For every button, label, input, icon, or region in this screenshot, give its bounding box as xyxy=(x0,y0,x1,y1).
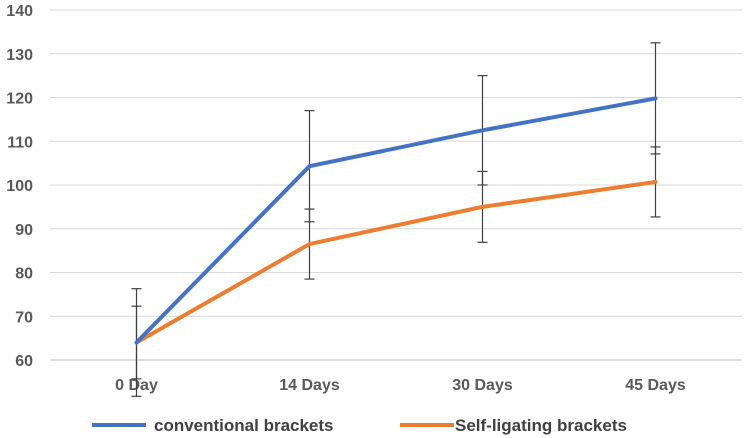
series-line-conventional xyxy=(134,96,658,345)
legend: conventional brackets Self-ligating brack… xyxy=(92,416,627,435)
legend-item: conventional brackets xyxy=(92,416,334,435)
legend-label: Self-ligating brackets xyxy=(455,416,627,435)
x-tick-label: 14 Days xyxy=(279,377,340,394)
y-tick-label: 80 xyxy=(15,266,33,283)
legend-label: conventional brackets xyxy=(154,416,334,435)
y-axis-tick-labels: 60 70 80 90 100 110 120 130 140 xyxy=(6,3,33,370)
y-tick-label: 60 xyxy=(15,353,33,370)
y-tick-label: 120 xyxy=(6,91,33,108)
y-tick-label: 110 xyxy=(7,134,33,151)
y-tick-label: 90 xyxy=(15,222,33,239)
y-tick-label: 140 xyxy=(6,3,33,20)
gridlines xyxy=(50,9,742,361)
series-line-self-ligating xyxy=(134,179,658,345)
y-tick-label: 130 xyxy=(6,47,33,64)
legend-item: Self-ligating brackets xyxy=(400,416,627,435)
x-axis-tick-labels: 0 Day 14 Days 30 Days 45 Days xyxy=(115,377,686,394)
x-tick-label: 45 Days xyxy=(625,377,686,394)
y-tick-label: 70 xyxy=(15,309,33,326)
series-lines xyxy=(134,96,658,345)
x-tick-label: 30 Days xyxy=(452,377,513,394)
y-tick-label: 100 xyxy=(6,178,33,195)
error-bars xyxy=(131,42,661,397)
